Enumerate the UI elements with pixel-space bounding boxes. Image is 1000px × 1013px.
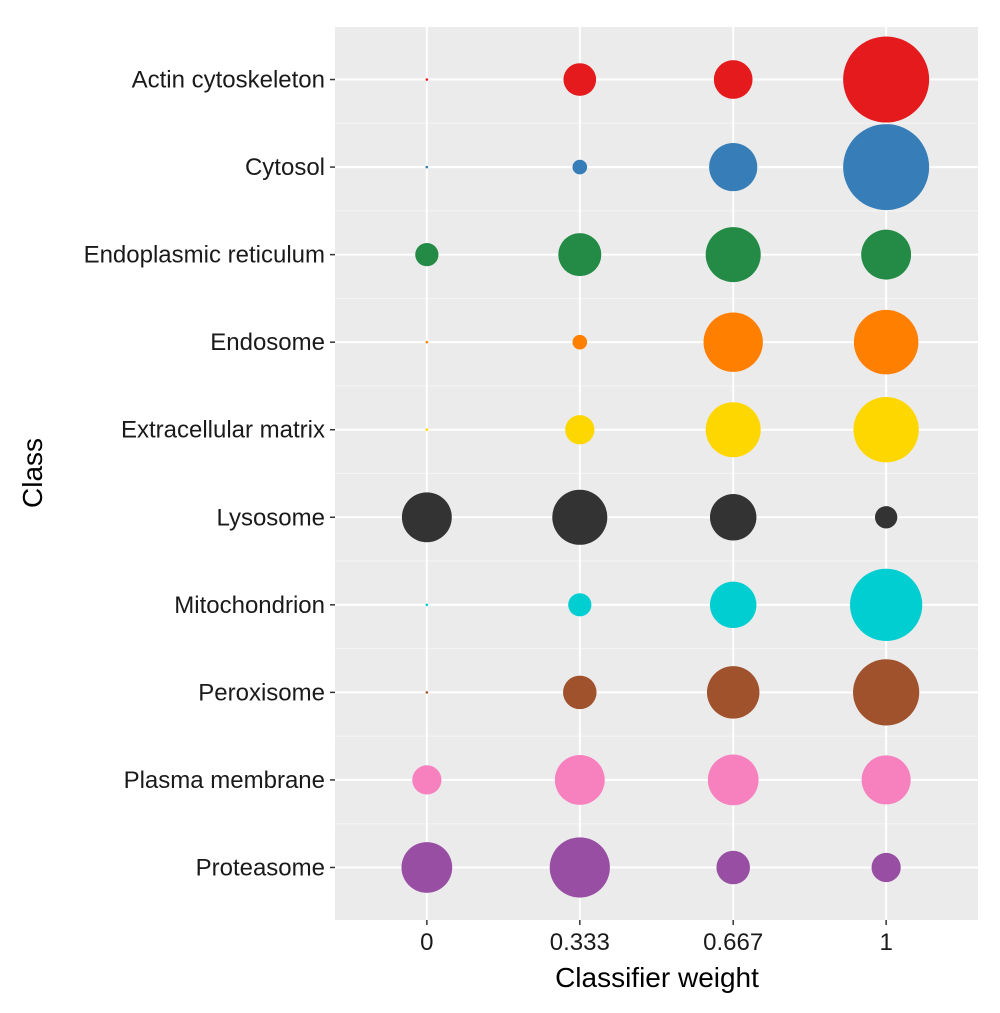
bubble-point	[425, 428, 429, 432]
y-axis-title: Class	[17, 438, 48, 508]
bubble-point	[565, 415, 595, 445]
x-tick-label: 0.333	[550, 929, 610, 956]
y-tick-label: Actin cytoskeleton	[132, 67, 325, 94]
x-tick-label: 1	[879, 929, 892, 956]
y-tick-label: Mitochondrion	[174, 592, 325, 619]
bubble-point	[401, 842, 453, 893]
bubble-point	[412, 765, 442, 795]
y-tick-label: Plasma membrane	[124, 767, 325, 794]
bubble-point	[425, 340, 429, 344]
bubble-point	[558, 233, 602, 277]
bubble-point	[709, 494, 757, 541]
bubble-point	[843, 124, 930, 211]
bubble-point	[563, 63, 597, 96]
bubble-point	[713, 60, 753, 99]
bubble-point	[706, 666, 760, 719]
bubble-point	[703, 312, 763, 372]
y-axis: Actin cytoskeleton Cytosol Endoplasmic ret…	[84, 67, 335, 881]
y-tick-label: Lysosome	[217, 504, 326, 531]
bubble-point	[709, 142, 758, 192]
bubble-point	[572, 334, 588, 350]
bubble-point	[425, 165, 429, 169]
bubble-point	[709, 581, 757, 629]
bubbles	[401, 36, 930, 898]
bubble-point	[554, 754, 605, 805]
bubble-point	[425, 78, 429, 81]
y-tick-label: Endoplasmic reticulum	[84, 242, 325, 269]
y-tick-label: Endosome	[210, 329, 325, 356]
bubble-point	[874, 506, 898, 529]
bubble-point	[705, 402, 761, 458]
bubble-point	[563, 675, 597, 710]
bubble-point	[861, 755, 911, 805]
bubble-point	[853, 397, 919, 463]
x-tick-label: 0	[420, 929, 433, 956]
bubble-point	[572, 159, 588, 175]
bubble-point	[425, 691, 429, 694]
bubble-point	[707, 754, 759, 806]
x-axis-title: Classifier weight	[555, 962, 759, 993]
bubble-point	[425, 603, 429, 607]
y-tick-label: Cytosol	[245, 154, 325, 181]
y-tick-label: Extracellular matrix	[121, 417, 325, 444]
bubble-point	[861, 229, 912, 280]
bubble-point	[871, 852, 901, 883]
bubble-point	[552, 489, 608, 545]
bubble-point	[853, 309, 919, 375]
x-axis: 0 0.333 0.667 1	[420, 920, 893, 956]
bubble-point	[853, 659, 920, 726]
x-tick-label: 0.667	[703, 929, 763, 956]
y-tick-label: Peroxisome	[198, 679, 325, 706]
bubble-point	[401, 492, 452, 543]
bubble-point	[549, 837, 610, 898]
y-tick-label: Proteasome	[196, 854, 325, 881]
bubble-point	[716, 850, 750, 885]
bubble-point	[850, 568, 923, 641]
bubble-point	[843, 36, 930, 123]
bubble-point	[705, 227, 761, 283]
bubble-point	[415, 243, 439, 267]
bubble-point	[568, 593, 592, 617]
